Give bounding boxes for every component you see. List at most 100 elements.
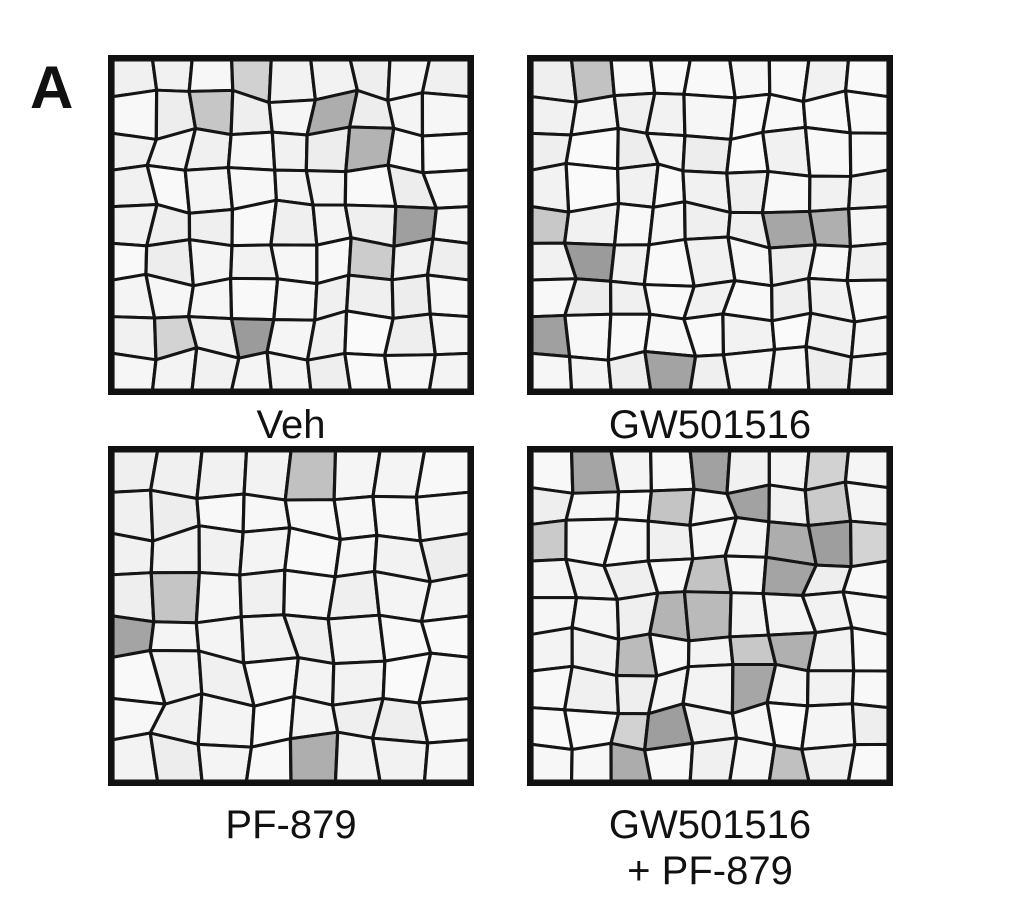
muscle-fiber bbox=[809, 245, 851, 281]
muscle-fiber bbox=[810, 209, 851, 247]
muscle-fiber bbox=[532, 628, 572, 671]
muscle-fiber bbox=[730, 60, 770, 98]
micrograph-veh bbox=[108, 55, 474, 395]
muscle-fiber bbox=[810, 176, 851, 211]
muscle-fiber bbox=[565, 314, 611, 360]
muscle-fiber bbox=[611, 60, 655, 96]
caption-line-1: Veh bbox=[108, 402, 474, 448]
muscle-fiber bbox=[306, 127, 349, 172]
muscle-fiber bbox=[808, 671, 854, 706]
muscle-fiber bbox=[611, 245, 650, 285]
muscle-fiber bbox=[334, 496, 377, 539]
muscle-fiber bbox=[683, 136, 731, 173]
muscle-fiber bbox=[532, 451, 573, 493]
muscle-fiber bbox=[852, 704, 888, 745]
muscle-fiber bbox=[532, 60, 576, 102]
muscle-fiber bbox=[328, 571, 379, 619]
muscle-fiber bbox=[572, 743, 612, 781]
muscle-fiber bbox=[428, 239, 469, 280]
muscle-fiber bbox=[422, 616, 469, 657]
muscle-fiber bbox=[113, 573, 154, 622]
muscle-fiber bbox=[532, 744, 572, 781]
muscle-fiber bbox=[422, 60, 469, 97]
muscle-fiber bbox=[805, 127, 850, 176]
muscle-fiber bbox=[199, 526, 243, 575]
muscle-fiber bbox=[645, 351, 696, 390]
muscle-fiber bbox=[851, 317, 888, 357]
muscle-fiber bbox=[231, 278, 278, 319]
muscle-fiber bbox=[566, 492, 619, 520]
muscle-fiber bbox=[197, 451, 247, 499]
muscle-fiber bbox=[763, 94, 806, 132]
muscle-fiber bbox=[153, 60, 193, 91]
muscle-fiber bbox=[848, 744, 888, 781]
muscle-fiber bbox=[762, 171, 809, 212]
muscle-fiber bbox=[244, 451, 291, 500]
muscle-fiber bbox=[271, 200, 317, 245]
caption-line-2: + PF-879 bbox=[527, 848, 893, 894]
muscle-fiber bbox=[723, 350, 774, 390]
muscle-fiber bbox=[429, 353, 469, 390]
muscle-fiber bbox=[151, 573, 199, 623]
muscle-fiber bbox=[240, 570, 285, 617]
muscle-fiber bbox=[269, 60, 315, 103]
muscle-fiber bbox=[725, 556, 766, 594]
muscle-fiber bbox=[385, 314, 436, 355]
muscle-fiber bbox=[274, 279, 317, 320]
caption-veh: Veh bbox=[108, 402, 474, 448]
muscle-fiber bbox=[570, 357, 612, 390]
muscle-fiber bbox=[847, 280, 888, 322]
muscle-fiber bbox=[228, 132, 274, 170]
muscle-fiber bbox=[690, 451, 730, 494]
caption-line-1: GW501516 bbox=[527, 402, 893, 448]
muscle-fiber bbox=[723, 314, 775, 355]
muscle-fiber bbox=[307, 353, 350, 390]
muscle-fiber bbox=[684, 60, 735, 98]
muscle-fiber bbox=[849, 207, 888, 247]
muscle-fiber bbox=[419, 699, 469, 744]
muscle-fiber bbox=[189, 60, 233, 91]
muscle-fiber bbox=[852, 628, 888, 671]
muscle-fiber bbox=[422, 93, 469, 136]
muscle-fiber bbox=[243, 494, 290, 532]
muscle-fiber bbox=[848, 353, 888, 390]
micrograph-pf-879 bbox=[108, 446, 474, 786]
muscle-fiber bbox=[649, 202, 685, 245]
muscle-fiber bbox=[532, 520, 566, 561]
muscle-fiber bbox=[802, 704, 855, 750]
micrograph-gw501516-pf-879 bbox=[527, 446, 893, 786]
muscle-fiber bbox=[284, 570, 335, 619]
muscle-fiber bbox=[805, 482, 850, 525]
muscle-fiber bbox=[565, 666, 619, 713]
caption-pf-879: PF-879 bbox=[108, 802, 474, 848]
muscle-fiber bbox=[845, 482, 888, 524]
muscle-fiber bbox=[349, 238, 394, 280]
muscle-fiber bbox=[373, 738, 428, 781]
caption-line-1: GW501516 bbox=[527, 802, 893, 848]
muscle-fiber bbox=[769, 485, 809, 526]
muscle-fiber bbox=[645, 743, 693, 781]
muscle-fiber bbox=[684, 556, 731, 593]
muscle-fiber bbox=[532, 97, 576, 135]
muscle-fiber bbox=[769, 347, 809, 390]
muscle-fiber bbox=[532, 163, 569, 212]
muscle-fiber bbox=[272, 132, 307, 170]
muscle-fiber bbox=[385, 355, 436, 390]
muscle-fiber bbox=[763, 127, 810, 176]
muscle-fiber bbox=[684, 592, 731, 641]
muscle-fiber bbox=[430, 314, 469, 355]
muscle-fiber bbox=[730, 738, 775, 781]
muscle-fiber bbox=[808, 628, 854, 671]
muscle-fiber bbox=[684, 94, 735, 139]
muscle-fiber bbox=[566, 128, 618, 168]
muscle-fiber bbox=[617, 491, 652, 521]
muscle-fiber bbox=[615, 203, 654, 245]
caption-line-1: PF-879 bbox=[108, 802, 474, 848]
muscle-fiber bbox=[802, 745, 855, 781]
micrograph-gw501516 bbox=[527, 55, 893, 395]
muscle-fiber bbox=[232, 352, 272, 390]
muscle-fiber bbox=[851, 521, 888, 566]
muscle-fiber bbox=[767, 664, 808, 705]
muscle-fiber bbox=[762, 211, 815, 248]
muscle-fiber bbox=[232, 200, 276, 245]
